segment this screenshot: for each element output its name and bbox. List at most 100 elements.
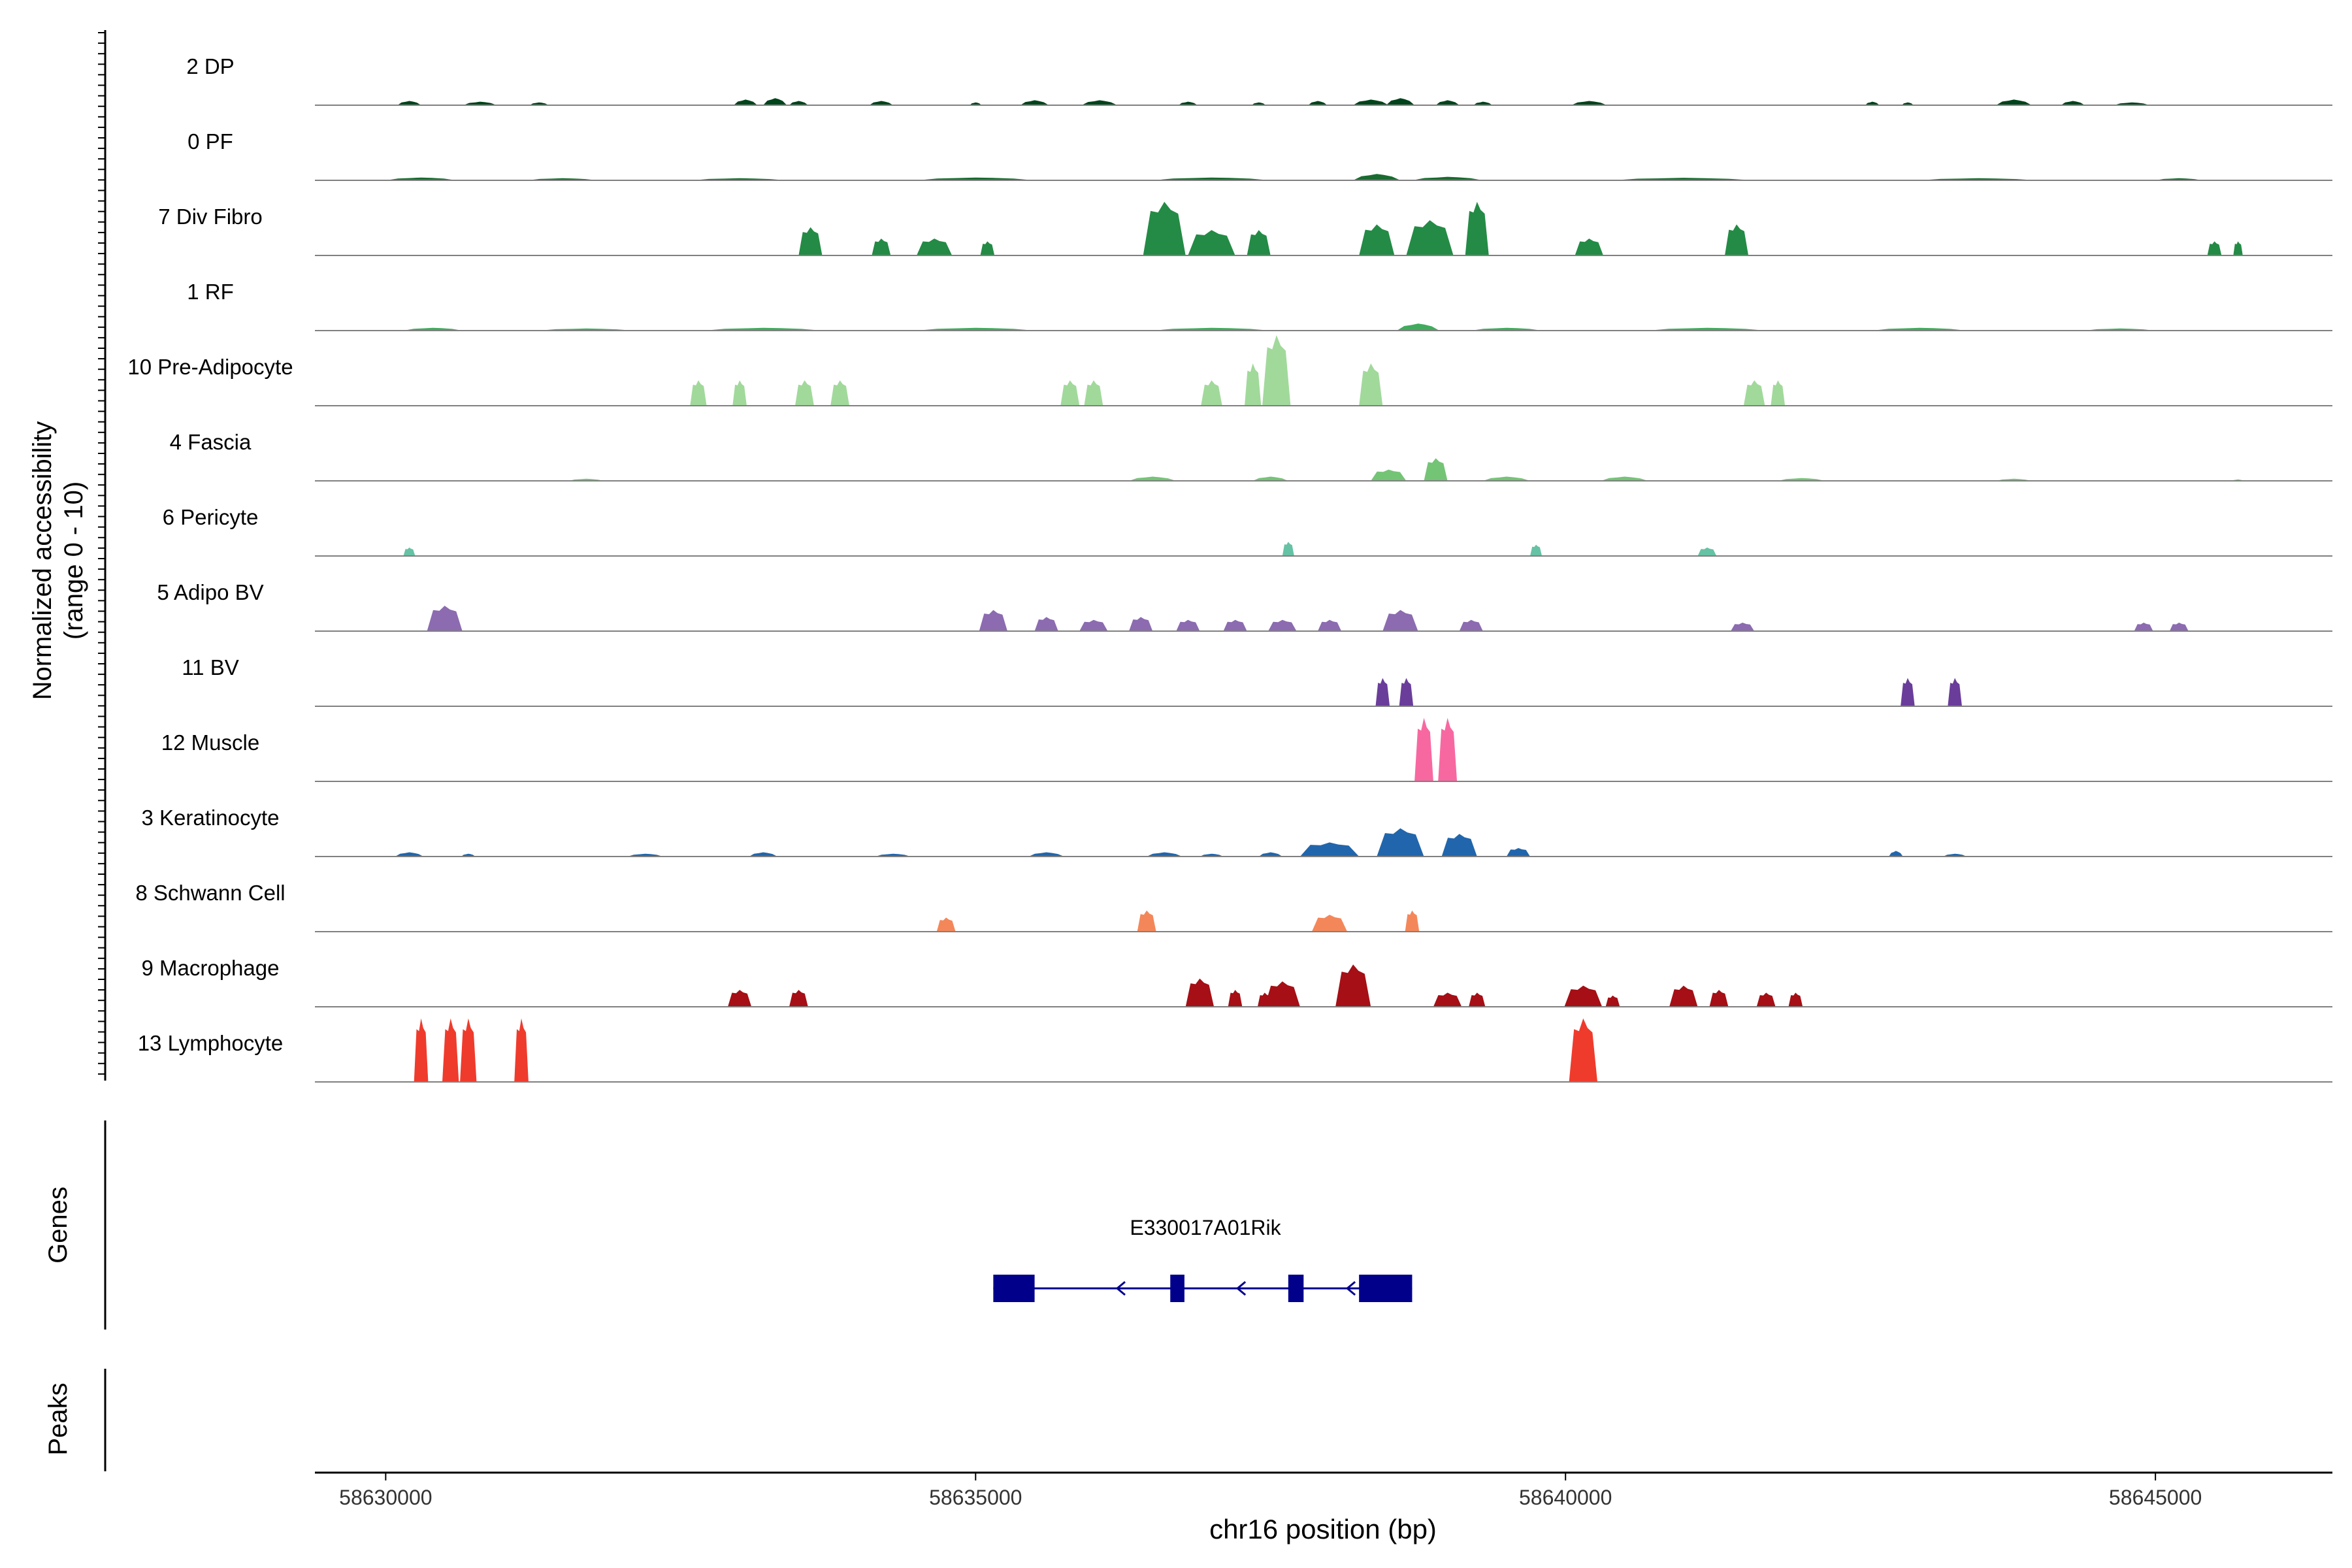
accessibility-peak [1386,98,1415,105]
accessibility-peak [1178,101,1198,105]
gene-track [993,1275,1413,1302]
accessibility-peak [1397,323,1439,331]
track: 4 Fascia [170,430,2332,482]
accessibility-peak [917,177,1035,180]
accessibility-peak [1948,678,1962,706]
accessibility-peak [1143,201,1186,255]
y-axis-label-line1: Normalized accessibility [28,421,57,700]
accessibility-peak [1299,842,1360,857]
accessibility-peak [1530,544,1543,556]
accessibility-peak [1709,990,1729,1007]
accessibility-peak [830,380,849,406]
accessibility-peak [1152,327,1271,331]
accessibility-peak [917,327,1035,331]
accessibility-peak [1459,619,1483,631]
strand-arrow [1235,1281,1247,1296]
accessibility-peak [1028,852,1064,857]
accessibility-peak [1564,985,1603,1007]
accessibility-peak [1788,992,1803,1007]
accessibility-peak [1375,678,1390,706]
accessibility-peak [442,1018,459,1082]
accessibility-peak [2207,241,2222,255]
accessibility-peak [732,380,747,406]
accessibility-peak [1412,176,1483,180]
accessibility-peak [936,917,956,932]
accessibility-peak [2233,241,2243,255]
accessibility-peak [1152,177,1271,180]
track-label: 10 Pre-Adipocyte [127,355,293,379]
accessibility-axis-ticks [98,32,105,1075]
accessibility-peak [395,852,424,857]
track: 6 Pericyte [163,505,2332,557]
accessibility-peak [1382,610,1418,631]
track-label: 9 Macrophage [142,956,280,980]
accessibility-peak [1469,992,1486,1007]
accessibility-peak [1201,380,1222,406]
accessibility-peak [1414,717,1433,781]
accessibility-peak [1996,99,2032,105]
accessibility-peak [1079,619,1108,631]
accessibility-peak [1359,224,1395,255]
accessibility-peak [385,177,457,180]
x-axis: 58630000 58635000 58640000 58645000 [315,1471,2332,1509]
accessibility-peak [1318,619,1342,631]
accessibility-peak [1258,852,1282,857]
accessibility-peak [1223,619,1247,631]
gene-exon [1288,1275,1304,1302]
accessibility-peak [461,853,476,857]
track: 9 Macrophage [142,956,2332,1007]
accessibility-peak [1282,542,1294,556]
accessibility-peak [872,238,891,255]
accessibility-peak [1084,380,1103,406]
accessibility-peak [1399,678,1414,706]
track-label: 8 Schwann Cell [135,881,285,905]
accessibility-peak [1268,619,1297,631]
accessibility-peak [1188,230,1235,255]
strand-arrow [1345,1281,1356,1296]
track-label: 0 PF [188,129,233,154]
track-label: 13 Lymphocyte [138,1031,284,1055]
accessibility-peak [1377,828,1424,857]
accessibility-peak [1371,469,1407,481]
x-tick-label: 58635000 [929,1486,1022,1509]
accessibility-peak [1359,363,1383,406]
accessibility-peak [2169,623,2189,631]
accessibility-peak [704,327,823,331]
accessibility-peak [1571,101,1607,105]
accessibility-peak [1605,995,1620,1007]
accessibility-peak [1405,910,1420,932]
accessibility-peak [1147,852,1183,857]
accessibility-peak [749,852,777,857]
track-label: 5 Adipo BV [157,580,263,604]
accessibility-peak [1228,990,1243,1007]
accessibility-peak [529,102,549,105]
accessibility-peak [1771,380,1786,406]
accessibility-peak [1575,238,1603,255]
track: 5 Adipo BV [157,580,2332,632]
accessibility-peak [1185,978,1215,1007]
accessibility-peak [1406,220,1454,255]
accessibility-peak [403,547,416,556]
track: 1 RF [187,280,2332,331]
accessibility-peak [1889,851,1903,857]
accessibility-peak [1725,224,1749,255]
accessibility-peak [869,101,893,105]
accessibility-peak [1245,363,1262,406]
accessibility-peak [1465,201,1489,255]
accessibility-peak [1262,335,1291,406]
accessibility-peak [1311,915,1348,932]
accessibility-peak [917,238,953,255]
x-tick-label: 58630000 [339,1486,432,1509]
accessibility-peak [1471,327,1543,331]
track-label: 12 Muscle [161,730,259,755]
accessibility-peak [1743,380,1765,406]
accessibility-peak [1129,476,1177,481]
accessibility-peak [798,227,823,255]
accessibility-peak [1901,678,1915,706]
accessibility-peak [1433,992,1462,1007]
peaks-track-label: Peaks [44,1382,73,1455]
accessibility-peak [2114,102,2150,105]
accessibility-peak [979,610,1007,631]
